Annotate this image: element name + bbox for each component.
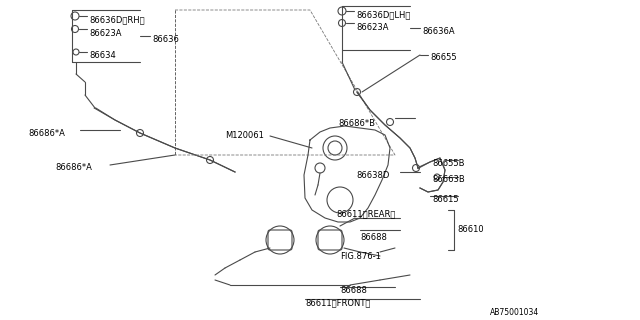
Text: 86615: 86615 bbox=[432, 195, 459, 204]
Text: 86636A: 86636A bbox=[422, 27, 454, 36]
Text: 86636: 86636 bbox=[152, 36, 179, 44]
Text: 86688: 86688 bbox=[340, 286, 367, 295]
Text: 86655: 86655 bbox=[430, 53, 456, 62]
Text: 86638D: 86638D bbox=[356, 171, 389, 180]
Text: 86611〈REAR〉: 86611〈REAR〉 bbox=[336, 209, 396, 218]
Text: 86623A: 86623A bbox=[356, 22, 388, 31]
Text: 86634: 86634 bbox=[89, 52, 116, 60]
Text: FIG.876-1: FIG.876-1 bbox=[340, 252, 381, 261]
Text: AB75001034: AB75001034 bbox=[490, 308, 540, 317]
Text: 86686*B: 86686*B bbox=[338, 118, 375, 127]
Text: 86663B: 86663B bbox=[432, 175, 465, 185]
Text: 86636D〈LH〉: 86636D〈LH〉 bbox=[356, 11, 410, 20]
Text: 86686*A: 86686*A bbox=[55, 164, 92, 172]
Text: 86688: 86688 bbox=[360, 233, 387, 242]
Text: 86610: 86610 bbox=[457, 226, 484, 235]
Text: 86686*A: 86686*A bbox=[28, 130, 65, 139]
Text: 86636D〈RH〉: 86636D〈RH〉 bbox=[89, 15, 145, 25]
Text: 86611〈FRONT〉: 86611〈FRONT〉 bbox=[305, 298, 371, 307]
Text: 86623A: 86623A bbox=[89, 28, 122, 37]
Text: M120061: M120061 bbox=[225, 132, 264, 140]
Text: 86655B: 86655B bbox=[432, 158, 465, 167]
